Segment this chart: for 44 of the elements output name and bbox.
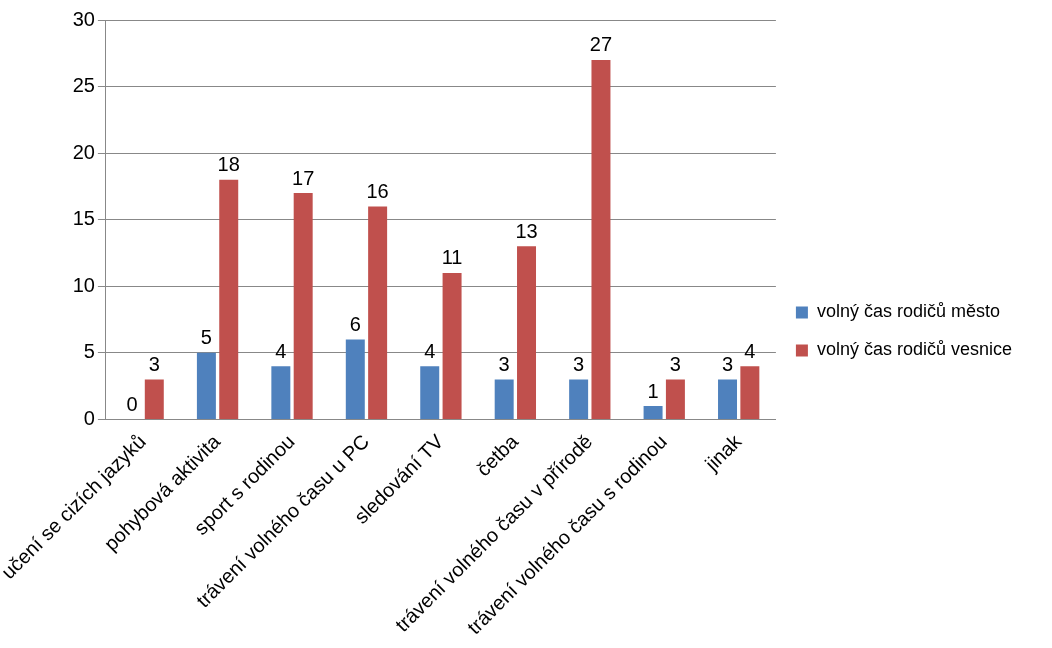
data-label: 16 bbox=[366, 179, 389, 202]
legend-label: volný čas rodičů město bbox=[816, 301, 1000, 322]
data-label: 27 bbox=[589, 33, 613, 56]
bar bbox=[494, 379, 514, 419]
data-label: 18 bbox=[217, 153, 240, 176]
data-label: 11 bbox=[441, 246, 463, 269]
bar bbox=[219, 179, 239, 419]
bar bbox=[196, 352, 216, 419]
bar bbox=[740, 366, 760, 419]
data-label: 6 bbox=[349, 313, 361, 336]
bar bbox=[442, 272, 462, 419]
bar bbox=[718, 379, 738, 419]
bar bbox=[569, 379, 589, 419]
bar bbox=[420, 366, 440, 419]
data-label: 3 bbox=[573, 352, 585, 375]
data-label: 4 bbox=[424, 339, 436, 362]
y-tick-label: 30 bbox=[72, 7, 95, 30]
data-label: 4 bbox=[744, 339, 756, 362]
bar bbox=[517, 246, 537, 419]
bar bbox=[144, 379, 164, 419]
y-tick-label: 25 bbox=[72, 74, 95, 97]
data-label: 3 bbox=[148, 352, 160, 375]
data-label: 0 bbox=[126, 392, 138, 415]
data-label: 17 bbox=[292, 166, 315, 189]
y-tick-label: 10 bbox=[72, 273, 95, 296]
bar bbox=[293, 193, 313, 419]
data-label: 3 bbox=[498, 352, 510, 375]
y-tick-label: 20 bbox=[72, 140, 95, 163]
y-tick-label: 15 bbox=[72, 207, 95, 230]
bar bbox=[665, 379, 685, 419]
data-label: 4 bbox=[275, 339, 287, 362]
y-tick-label: 0 bbox=[83, 406, 95, 429]
data-label: 5 bbox=[200, 326, 212, 349]
bar bbox=[643, 406, 663, 419]
y-tick-label: 5 bbox=[83, 340, 95, 363]
bar bbox=[271, 366, 291, 419]
bar bbox=[591, 59, 611, 419]
data-label: 1 bbox=[647, 379, 659, 402]
data-label: 13 bbox=[515, 219, 538, 242]
bar bbox=[345, 339, 365, 419]
bar bbox=[368, 206, 388, 419]
legend-label: volný čas rodičů vesnice bbox=[816, 339, 1012, 360]
data-label: 3 bbox=[669, 352, 681, 375]
data-label: 3 bbox=[721, 352, 734, 375]
